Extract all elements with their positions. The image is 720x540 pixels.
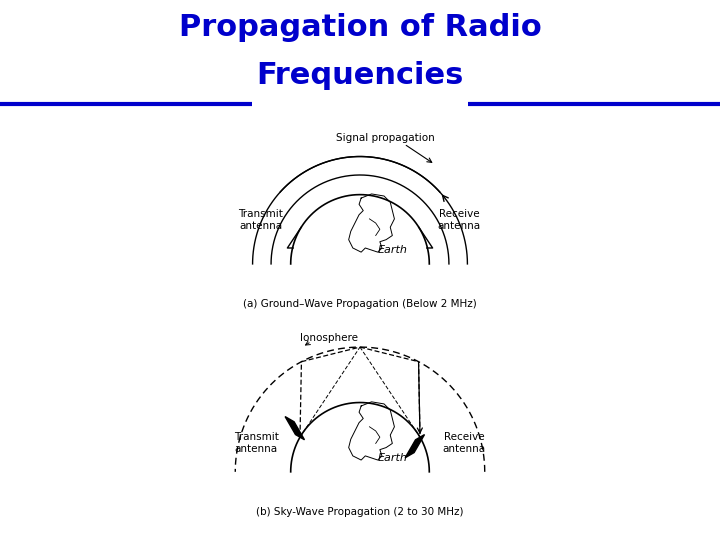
Polygon shape bbox=[405, 435, 425, 458]
Text: (b) Sky-Wave Propagation (2 to 30 MHz): (b) Sky-Wave Propagation (2 to 30 MHz) bbox=[256, 507, 464, 517]
Text: Transmit
antenna: Transmit antenna bbox=[234, 432, 279, 454]
Text: (a) Ground–Wave Propagation (Below 2 MHz): (a) Ground–Wave Propagation (Below 2 MHz… bbox=[243, 299, 477, 309]
Polygon shape bbox=[285, 416, 305, 440]
Text: Earth: Earth bbox=[377, 245, 408, 255]
Text: Signal propagation: Signal propagation bbox=[336, 133, 435, 143]
Text: Ionosphere: Ionosphere bbox=[300, 333, 358, 343]
Text: Receive
antenna: Receive antenna bbox=[438, 210, 481, 231]
Text: Propagation of Radio: Propagation of Radio bbox=[179, 13, 541, 42]
Text: Receive
antenna: Receive antenna bbox=[442, 432, 485, 454]
Text: Earth: Earth bbox=[377, 453, 408, 463]
Text: Frequencies: Frequencies bbox=[256, 62, 464, 90]
Text: Transmit
antenna: Transmit antenna bbox=[238, 210, 283, 231]
